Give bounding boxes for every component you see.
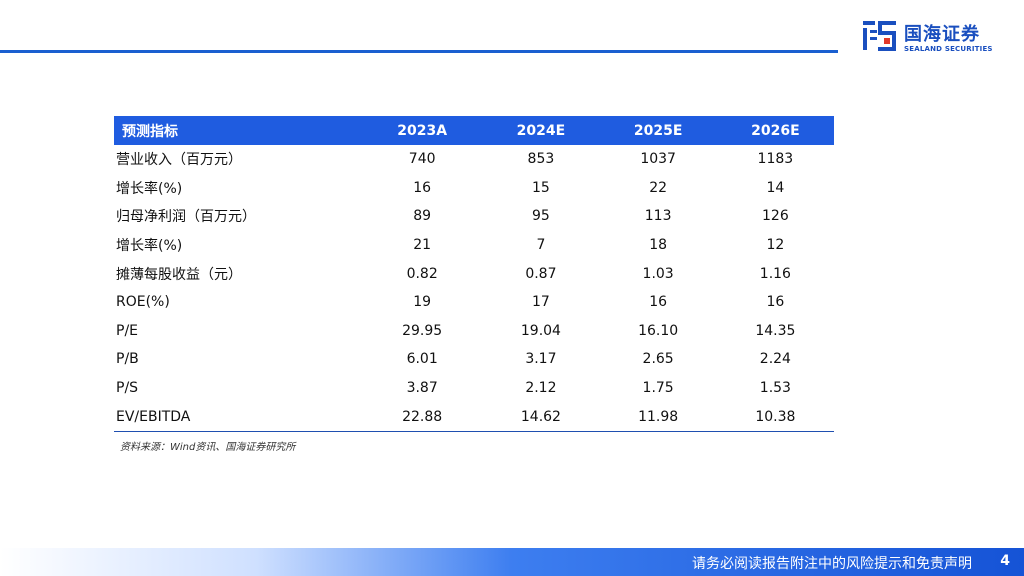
- header-cell-2026e: 2026E: [716, 116, 834, 145]
- row-label: ROE(%): [116, 294, 170, 311]
- row-label: P/S: [116, 380, 139, 397]
- row-value: 740: [408, 151, 436, 168]
- row-value: 19: [413, 294, 432, 311]
- row-label: 增长率(%): [116, 180, 183, 197]
- table-row: 增长率(%) 16 15 22 14: [114, 174, 834, 203]
- row-value: 3.87: [406, 380, 438, 397]
- row-value: 126: [762, 208, 789, 225]
- table-body: 营业收入（百万元） 740 853 1037 1183 增长率(%) 16 15 22 14 归母净…: [114, 145, 834, 432]
- row-value: 14.62: [482, 402, 600, 432]
- table-row: EV/EBITDA 22.88 14.62 11.98 10.38: [114, 402, 834, 432]
- forecast-table: 预测指标 2023A 2024E 2025E 2026E 营业收入（百万元） 74…: [114, 116, 834, 432]
- row-value: 21: [413, 237, 432, 254]
- row-value: 16: [649, 294, 668, 311]
- row-value: 15: [532, 179, 550, 196]
- row-value: 19.04: [520, 322, 561, 339]
- row-value: 14: [766, 179, 785, 196]
- row-label: 营业收入（百万元）: [116, 152, 242, 169]
- table-header-row: 预测指标 2023A 2024E 2025E 2026E: [114, 116, 834, 145]
- header-cell-2023a: 2023A: [362, 116, 483, 145]
- row-label: 摊薄每股收益（元）: [116, 266, 242, 283]
- row-value: 18: [649, 237, 668, 254]
- row-label: EV/EBITDA: [114, 402, 362, 432]
- row-value: 22: [649, 179, 668, 196]
- row-label: 增长率(%): [116, 238, 183, 255]
- row-value: 0.82: [406, 265, 438, 282]
- table-row: P/B 6.01 3.17 2.65 2.24: [114, 345, 834, 374]
- row-value: 0.87: [525, 265, 557, 282]
- table-row: 摊薄每股收益（元） 0.82 0.87 1.03 1.16: [114, 259, 834, 288]
- row-value: 1.75: [642, 380, 674, 397]
- table-row: P/S 3.87 2.12 1.75 1.53: [114, 374, 834, 403]
- row-value: 16: [766, 294, 785, 311]
- row-value: 1183: [757, 151, 794, 168]
- table-row: 增长率(%) 21 7 18 12: [114, 231, 834, 260]
- page-number: 4: [1000, 553, 1010, 569]
- row-label: P/B: [116, 351, 139, 368]
- row-value: 2.65: [642, 351, 674, 368]
- row-value: 10.38: [716, 402, 834, 432]
- row-value: 11.98: [599, 402, 717, 432]
- row-label: P/E: [116, 322, 139, 339]
- table-row: 归母净利润（百万元） 89 95 113 126: [114, 202, 834, 231]
- header-rule: [0, 50, 838, 53]
- row-value: 1037: [640, 151, 676, 168]
- row-value: 2.12: [525, 380, 557, 397]
- table-row: P/E 29.95 19.04 16.10 14.35: [114, 317, 834, 346]
- row-value: 3.17: [525, 351, 557, 368]
- row-value: 7: [536, 237, 546, 254]
- row-label: 归母净利润（百万元）: [116, 209, 256, 226]
- row-value: 6.01: [406, 351, 438, 368]
- row-value: 2.24: [759, 351, 791, 368]
- row-value: 16: [413, 179, 432, 196]
- footer-disclaimer: 请务必阅读报告附注中的风险提示和免责声明: [692, 556, 972, 572]
- row-value: 89: [413, 208, 432, 225]
- row-value: 22.88: [362, 402, 483, 432]
- logo-chinese-name: 国海证券: [904, 24, 980, 45]
- row-value: 29.95: [402, 322, 443, 339]
- row-value: 1.53: [759, 380, 791, 397]
- footer-bar: [0, 548, 1024, 576]
- row-value: 113: [644, 208, 672, 225]
- company-logo: 国海证券 SEALAND SECURITIES: [862, 18, 1012, 58]
- logo-english-name: SEALAND SECURITIES: [904, 45, 993, 53]
- row-value: 17: [532, 294, 550, 311]
- row-value: 1.03: [642, 265, 674, 282]
- table-row: ROE(%) 19 17 16 16: [114, 288, 834, 317]
- header-cell-2025e: 2025E: [599, 116, 717, 145]
- header-cell-2024e: 2024E: [482, 116, 600, 145]
- row-value: 14.35: [755, 322, 796, 339]
- table-row: 营业收入（百万元） 740 853 1037 1183: [114, 145, 834, 174]
- source-note: 资料来源：Wind资讯、国海证券研究所: [120, 442, 296, 453]
- header-cell-indicator: 预测指标: [114, 116, 362, 145]
- sealand-logo-icon: [863, 21, 896, 51]
- row-value: 16.10: [638, 322, 679, 339]
- row-value: 853: [527, 151, 555, 168]
- row-value: 1.16: [759, 265, 791, 282]
- row-value: 95: [532, 208, 550, 225]
- row-value: 12: [766, 237, 785, 254]
